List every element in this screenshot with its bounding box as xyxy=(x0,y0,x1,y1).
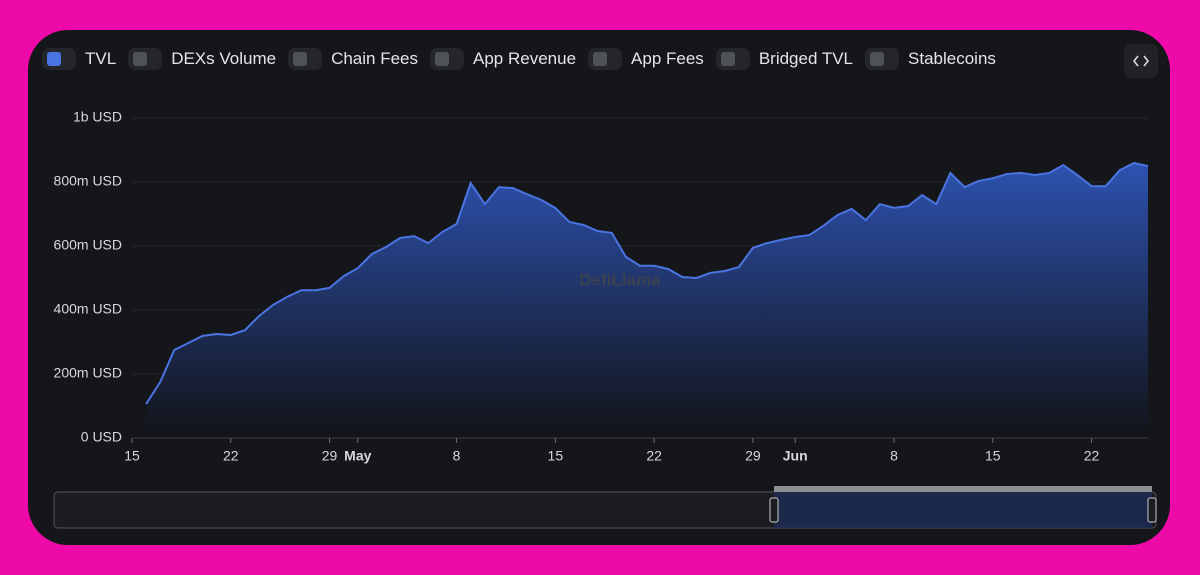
y-tick-label: 200m USD xyxy=(54,365,122,381)
legend: TVL DEXs Volume Chain Fees App Revenue App F… xyxy=(42,48,996,70)
x-tick-label: 22 xyxy=(646,448,662,464)
y-tick-label: 600m USD xyxy=(54,237,122,253)
toggle-knob xyxy=(720,52,735,66)
toggle-switch[interactable] xyxy=(715,48,750,70)
x-tick-label: 29 xyxy=(745,448,761,464)
y-tick-label: 800m USD xyxy=(54,173,122,189)
legend-label: Chain Fees xyxy=(331,49,419,68)
toggle-switch[interactable] xyxy=(288,48,323,70)
toggle-knob xyxy=(593,52,608,66)
y-tick-label: 400m USD xyxy=(54,301,122,317)
area-line xyxy=(145,162,1149,405)
x-tick-label: May xyxy=(344,448,371,464)
toggle-knob xyxy=(870,52,885,66)
toggle-knob xyxy=(435,52,450,66)
x-tick-label: 8 xyxy=(890,448,898,464)
legend-label: TVL xyxy=(85,49,117,68)
x-tick-label: 8 xyxy=(453,448,461,464)
legend-label: App Revenue xyxy=(473,49,577,68)
y-tick-label: 1b USD xyxy=(73,109,122,125)
toggle-switch[interactable] xyxy=(430,48,465,70)
legend-toggle[interactable]: Chain Fees xyxy=(288,48,418,70)
brush-handle-bar[interactable] xyxy=(774,486,1152,492)
x-tick-label: 22 xyxy=(1084,448,1100,464)
legend-label: Stablecoins xyxy=(908,49,996,68)
legend-toggle[interactable]: App Fees xyxy=(588,48,704,70)
embed-button[interactable] xyxy=(1124,44,1158,78)
legend-toggle[interactable]: TVL xyxy=(42,48,116,70)
embed-icon xyxy=(1132,55,1139,67)
x-tick-label: 29 xyxy=(322,448,338,464)
toggle-knob xyxy=(133,52,148,66)
legend-label: Bridged TVL xyxy=(758,49,854,68)
brush-handle[interactable] xyxy=(1147,497,1157,523)
legend-toggle[interactable]: Stablecoins xyxy=(865,48,996,70)
x-tick-label: 15 xyxy=(985,448,1001,464)
embed-icon xyxy=(1143,55,1150,67)
toggle-knob xyxy=(47,52,61,66)
toggle-switch[interactable] xyxy=(588,48,623,70)
x-tick-label: 22 xyxy=(223,448,239,464)
legend-toggle[interactable]: App Revenue xyxy=(430,48,576,70)
x-tick-label: 15 xyxy=(124,448,140,464)
y-tick-label: 0 USD xyxy=(81,429,122,445)
toggle-switch[interactable] xyxy=(42,48,76,70)
brush-handle[interactable] xyxy=(769,497,779,523)
legend-toggle[interactable]: Bridged TVL xyxy=(715,48,854,70)
legend-label: App Fees xyxy=(631,49,704,68)
legend-toggle[interactable]: DEXs Volume xyxy=(128,48,276,70)
legend-label: DEXs Volume xyxy=(171,49,277,68)
x-tick-label: Jun xyxy=(783,448,808,464)
toggle-switch[interactable] xyxy=(865,48,900,70)
area-fill xyxy=(146,163,1149,438)
brush-selection[interactable] xyxy=(774,492,1152,528)
x-tick-label: 15 xyxy=(548,448,564,464)
watermark: DefiLlama xyxy=(579,270,661,289)
toggle-switch[interactable] xyxy=(128,48,163,70)
toggle-knob xyxy=(293,52,308,66)
